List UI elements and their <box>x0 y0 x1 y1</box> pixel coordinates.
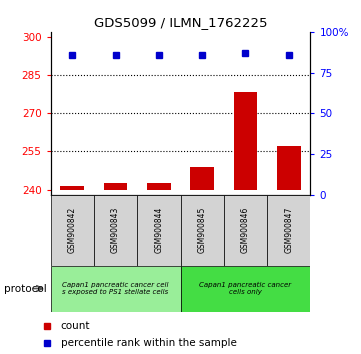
Bar <box>267 195 310 266</box>
Bar <box>51 266 180 312</box>
Bar <box>180 266 310 312</box>
Bar <box>180 195 224 266</box>
Text: Capan1 pancreatic cancer
cells only: Capan1 pancreatic cancer cells only <box>199 282 292 295</box>
Bar <box>94 195 137 266</box>
Bar <box>60 186 84 190</box>
Text: GSM900845: GSM900845 <box>198 207 206 253</box>
Text: GSM900846: GSM900846 <box>241 207 250 253</box>
Bar <box>277 146 301 190</box>
Text: GSM900843: GSM900843 <box>111 207 120 253</box>
Text: GDS5099 / ILMN_1762225: GDS5099 / ILMN_1762225 <box>94 16 267 29</box>
Bar <box>234 92 257 190</box>
Text: protocol: protocol <box>4 284 46 293</box>
Bar <box>224 195 267 266</box>
Text: GSM900842: GSM900842 <box>68 207 77 253</box>
Text: GSM900844: GSM900844 <box>155 207 163 253</box>
Bar <box>147 183 171 190</box>
Text: GSM900847: GSM900847 <box>284 207 293 253</box>
Text: percentile rank within the sample: percentile rank within the sample <box>61 338 236 348</box>
Text: Capan1 pancreatic cancer cell
s exposed to PS1 stellate cells: Capan1 pancreatic cancer cell s exposed … <box>62 282 169 295</box>
Bar <box>104 183 127 190</box>
Bar <box>51 195 94 266</box>
Bar <box>190 167 214 190</box>
Text: count: count <box>61 321 90 331</box>
Bar <box>137 195 180 266</box>
